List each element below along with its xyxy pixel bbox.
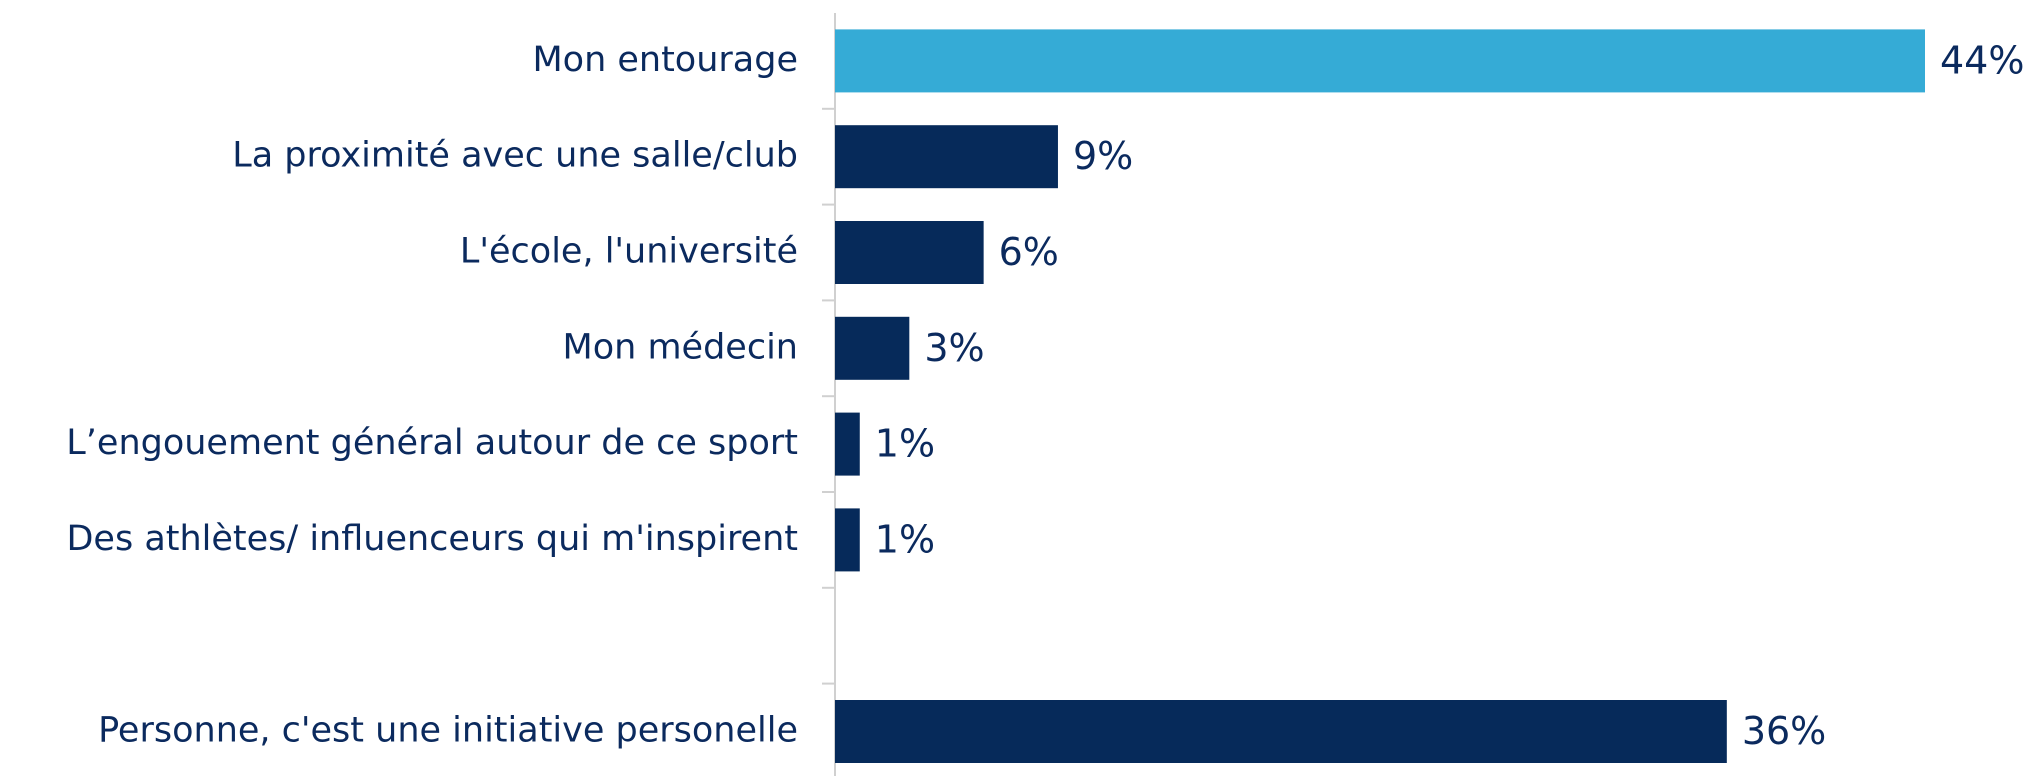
value-label: 1% <box>875 517 935 561</box>
value-label: 6% <box>999 230 1059 274</box>
bar <box>835 316 910 380</box>
bar <box>835 29 1925 93</box>
category-label: L’engouement général autour de ce sport <box>66 423 798 463</box>
value-label: 9% <box>1073 134 1133 178</box>
value-label: 44% <box>1940 38 2024 82</box>
value-label: 1% <box>875 422 935 466</box>
bar <box>835 221 984 284</box>
bar <box>835 125 1058 189</box>
value-label: 3% <box>924 326 984 370</box>
category-label: Personne, c'est une initiative personell… <box>98 711 798 751</box>
value-label: 36% <box>1742 709 1826 753</box>
category-label: Mon médecin <box>563 327 798 367</box>
bar <box>835 700 1727 763</box>
category-label: L'école, l'université <box>460 232 798 272</box>
category-label: La proximité avec une salle/club <box>232 136 798 176</box>
category-label: Mon entourage <box>532 40 798 80</box>
category-label: Des athlètes/ influenceurs qui m'inspire… <box>66 519 798 559</box>
bar <box>835 412 860 476</box>
bar <box>835 508 860 572</box>
